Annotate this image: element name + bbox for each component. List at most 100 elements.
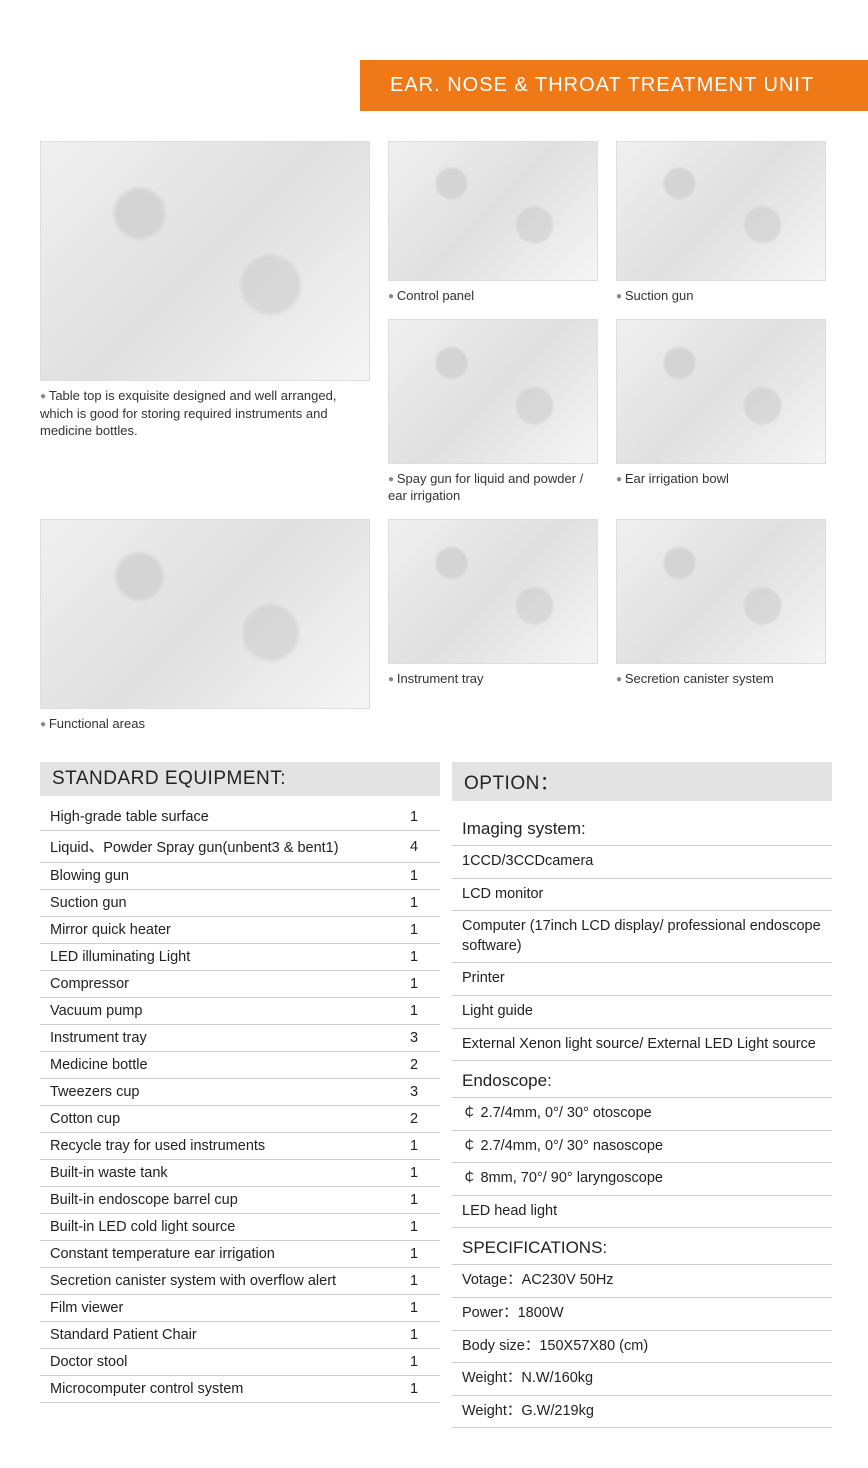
- option-heading: OPTION：: [452, 762, 832, 801]
- option-item: Light guide: [452, 996, 832, 1029]
- equipment-name: LED illuminating Light: [40, 944, 400, 971]
- table-row: Secretion canister system with overflow …: [40, 1268, 440, 1295]
- option-item: External Xenon light source/ External LE…: [452, 1029, 832, 1062]
- option-item: Votage：AC230V 50Hz: [452, 1265, 832, 1298]
- equipment-qty: 1: [400, 1187, 440, 1214]
- equipment-qty: 1: [400, 1241, 440, 1268]
- equipment-name: Built-in waste tank: [40, 1160, 400, 1187]
- page-title-band: EAR. NOSE & THROAT TREATMENT UNIT: [360, 60, 868, 111]
- equipment-name: Built-in LED cold light source: [40, 1214, 400, 1241]
- caption-control-panel: Control panel: [388, 287, 598, 305]
- equipment-qty: 1: [400, 863, 440, 890]
- gallery-item-secretion-canister: Secretion canister system: [616, 519, 826, 733]
- option-group-heading: Endoscope:: [452, 1061, 832, 1098]
- equipment-name: Secretion canister system with overflow …: [40, 1268, 400, 1295]
- table-row: Liquid、Powder Spray gun(unbent3 & bent1)…: [40, 831, 440, 863]
- equipment-name: Compressor: [40, 971, 400, 998]
- product-gallery: Table top is exquisite designed and well…: [0, 141, 868, 732]
- option-column: OPTION： Imaging system:1CCD/3CCDcameraLC…: [452, 762, 832, 1428]
- caption-spray-gun: Spay gun for liquid and powder / ear irr…: [388, 470, 598, 505]
- equipment-name: Medicine bottle: [40, 1052, 400, 1079]
- equipment-qty: 1: [400, 1295, 440, 1322]
- caption-secretion-canister: Secretion canister system: [616, 670, 826, 688]
- gallery-item-ear-bowl: Ear irrigation bowl: [616, 319, 826, 505]
- equipment-qty: 3: [400, 1025, 440, 1052]
- table-row: High-grade table surface1: [40, 804, 440, 831]
- equipment-qty: 1: [400, 804, 440, 831]
- table-row: Blowing gun1: [40, 863, 440, 890]
- equipment-qty: 3: [400, 1079, 440, 1106]
- table-row: Compressor1: [40, 971, 440, 998]
- table-row: Doctor stool1: [40, 1349, 440, 1376]
- table-row: Standard Patient Chair1: [40, 1322, 440, 1349]
- equipment-name: Recycle tray for used instruments: [40, 1133, 400, 1160]
- equipment-name: Tweezers cup: [40, 1079, 400, 1106]
- photo-functional-areas: [40, 519, 370, 709]
- table-row: Suction gun1: [40, 890, 440, 917]
- equipment-name: Microcomputer control system: [40, 1376, 400, 1403]
- equipment-name: Instrument tray: [40, 1025, 400, 1052]
- table-row: Instrument tray3: [40, 1025, 440, 1052]
- photo-ear-bowl: [616, 319, 826, 464]
- equipment-name: Mirror quick heater: [40, 917, 400, 944]
- equipment-name: Standard Patient Chair: [40, 1322, 400, 1349]
- page-title: EAR. NOSE & THROAT TREATMENT UNIT: [390, 74, 814, 96]
- option-item: Body size：150X57X80 (cm): [452, 1331, 832, 1364]
- caption-suction-gun: Suction gun: [616, 287, 826, 305]
- table-row: Recycle tray for used instruments1: [40, 1133, 440, 1160]
- equipment-qty: 4: [400, 831, 440, 863]
- equipment-name: Film viewer: [40, 1295, 400, 1322]
- option-list: Imaging system:1CCD/3CCDcameraLCD monito…: [452, 809, 832, 1428]
- table-row: Tweezers cup3: [40, 1079, 440, 1106]
- gallery-item-functional-areas: Functional areas: [40, 519, 370, 733]
- equipment-name: Liquid、Powder Spray gun(unbent3 & bent1): [40, 831, 400, 863]
- option-item: ￠ 8mm, 70°/ 90° laryngoscope: [452, 1163, 832, 1196]
- option-group-heading: SPECIFICATIONS:: [452, 1228, 832, 1265]
- equipment-qty: 1: [400, 1349, 440, 1376]
- equipment-qty: 1: [400, 1160, 440, 1187]
- table-row: LED illuminating Light1: [40, 944, 440, 971]
- option-item: 1CCD/3CCDcamera: [452, 846, 832, 879]
- option-item: Power：1800W: [452, 1298, 832, 1331]
- table-row: Medicine bottle2: [40, 1052, 440, 1079]
- equipment-name: High-grade table surface: [40, 804, 400, 831]
- photo-secretion-canister: [616, 519, 826, 664]
- caption-table-top: Table top is exquisite designed and well…: [40, 387, 370, 440]
- photo-control-panel: [388, 141, 598, 281]
- caption-instrument-tray: Instrument tray: [388, 670, 598, 688]
- page: EAR. NOSE & THROAT TREATMENT UNIT Table …: [0, 60, 868, 1468]
- photo-spray-gun: [388, 319, 598, 464]
- gallery-item-spray-gun: Spay gun for liquid and powder / ear irr…: [388, 319, 598, 505]
- equipment-qty: 1: [400, 998, 440, 1025]
- equipment-qty: 1: [400, 1376, 440, 1403]
- equipment-name: Blowing gun: [40, 863, 400, 890]
- table-row: Built-in endoscope barrel cup1: [40, 1187, 440, 1214]
- equipment-name: Cotton cup: [40, 1106, 400, 1133]
- caption-functional-areas: Functional areas: [40, 715, 370, 733]
- equipment-name: Constant temperature ear irrigation: [40, 1241, 400, 1268]
- standard-column: STANDARD EQUIPMENT: High-grade table sur…: [40, 762, 440, 1428]
- standard-heading: STANDARD EQUIPMENT:: [40, 762, 440, 796]
- option-item: ￠ 2.7/4mm, 0°/ 30° nasoscope: [452, 1131, 832, 1164]
- table-row: Microcomputer control system1: [40, 1376, 440, 1403]
- gallery-item-suction-gun: Suction gun: [616, 141, 826, 305]
- equipment-qty: 2: [400, 1106, 440, 1133]
- option-item: Weight：N.W/160kg: [452, 1363, 832, 1396]
- equipment-qty: 1: [400, 1133, 440, 1160]
- equipment-name: Suction gun: [40, 890, 400, 917]
- equipment-name: Doctor stool: [40, 1349, 400, 1376]
- gallery-item-control-panel: Control panel: [388, 141, 598, 305]
- photo-suction-gun: [616, 141, 826, 281]
- equipment-qty: 1: [400, 890, 440, 917]
- gallery-item-instrument-tray: Instrument tray: [388, 519, 598, 733]
- equipment-qty: 1: [400, 944, 440, 971]
- option-item: Computer (17inch LCD display/ profession…: [452, 911, 832, 963]
- caption-ear-bowl: Ear irrigation bowl: [616, 470, 826, 488]
- equipment-qty: 1: [400, 971, 440, 998]
- spec-tables: STANDARD EQUIPMENT: High-grade table sur…: [0, 762, 868, 1468]
- option-item: Printer: [452, 963, 832, 996]
- standard-table: High-grade table surface1Liquid、Powder S…: [40, 804, 440, 1403]
- equipment-qty: 1: [400, 1268, 440, 1295]
- option-item: LED head light: [452, 1196, 832, 1229]
- equipment-qty: 2: [400, 1052, 440, 1079]
